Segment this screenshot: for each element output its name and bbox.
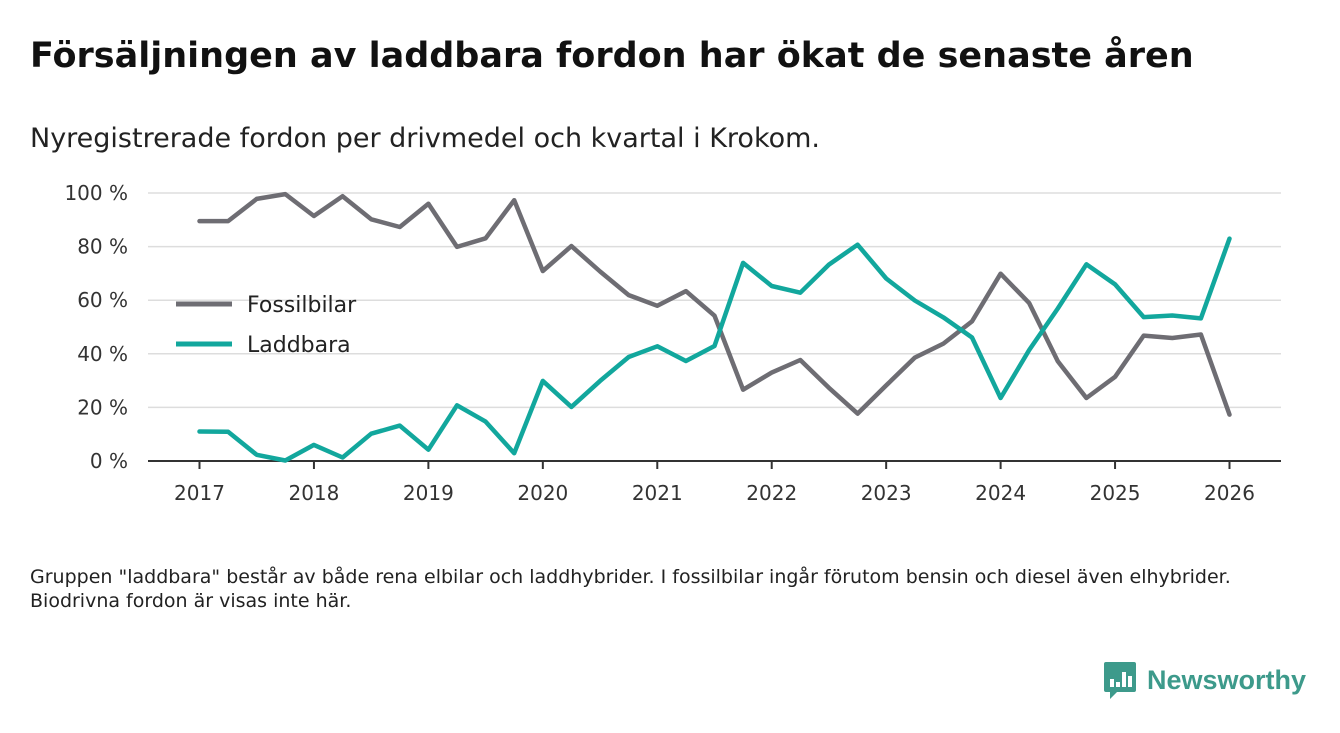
chart-title: Försäljningen av laddbara fordon har öka… <box>30 36 1194 76</box>
y-tick-label: 40 % <box>77 342 128 366</box>
x-tick-label: 2018 <box>288 481 339 505</box>
x-tick-label: 2017 <box>174 481 225 505</box>
brand-logo: Newsworthy <box>1103 660 1306 700</box>
y-tick-label: 60 % <box>77 288 128 312</box>
x-tick-label: 2019 <box>403 481 454 505</box>
x-tick-label: 2020 <box>517 481 568 505</box>
grid-lines <box>148 192 1281 409</box>
x-tick-label: 2025 <box>1090 481 1141 505</box>
newsworthy-logo-icon <box>1104 662 1136 699</box>
series-lines <box>197 191 1232 463</box>
axes: 0 % 20 % 40 % 60 % 80 % 100 % 2017 2018 2019 2020… <box>64 181 1281 505</box>
legend-label-laddbara: Laddbara <box>247 333 351 358</box>
x-tick-label: 2021 <box>632 481 683 505</box>
y-tick-label: 0 % <box>90 449 128 473</box>
series-line-fossilbilar <box>197 191 1232 417</box>
y-tick-label: 20 % <box>77 395 128 419</box>
y-tick-label: 100 % <box>64 181 128 205</box>
y-tick-label: 80 % <box>77 235 128 259</box>
legend: Fossilbilar Laddbara <box>176 293 357 358</box>
line-chart: 0 % 20 % 40 % 60 % 80 % 100 % 2017 2018 2019 2020… <box>64 181 1281 505</box>
x-tick-label: 2023 <box>861 481 912 505</box>
x-tick-label: 2022 <box>746 481 797 505</box>
x-tick-label: 2024 <box>975 481 1026 505</box>
footnote: Gruppen "laddbara" består av både rena e… <box>30 566 1231 612</box>
chart-subtitle: Nyregistrerade fordon per drivmedel och … <box>30 123 821 154</box>
series-line-laddbara <box>197 236 1232 463</box>
brand-name: Newsworthy <box>1147 664 1307 695</box>
x-tick-label: 2026 <box>1204 481 1255 505</box>
legend-label-fossilbilar: Fossilbilar <box>247 293 357 318</box>
